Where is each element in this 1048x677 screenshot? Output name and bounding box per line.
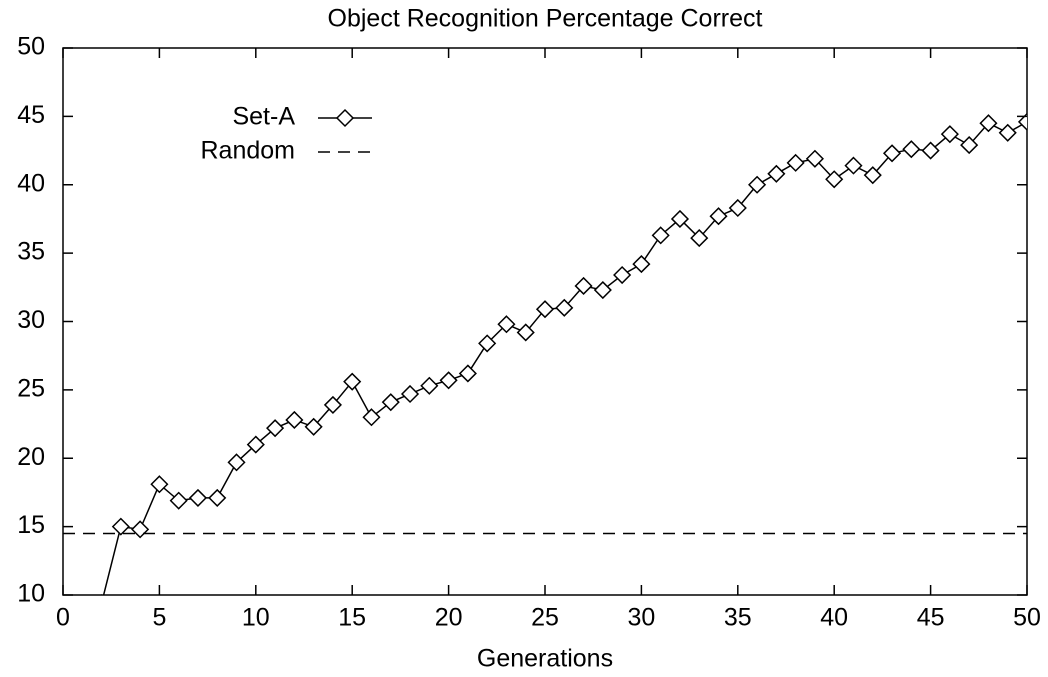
point-marker [882,144,902,163]
point-marker [940,125,959,144]
point-marker [651,226,670,245]
point-marker [998,123,1017,142]
x-tick-label: 30 [627,604,655,632]
x-tick-label: 10 [242,604,270,632]
y-tick-label: 35 [17,238,45,266]
point-marker [420,376,439,395]
point-marker [979,114,998,133]
y-tick-label: 30 [17,306,45,334]
point-marker [1017,112,1027,131]
point-marker [458,364,477,383]
y-tick-label: 20 [17,443,45,471]
x-tick-label: 40 [820,604,848,632]
point-marker [400,384,420,404]
series-line [102,121,1027,595]
y-tick-label: 50 [17,33,45,61]
point-marker [613,265,632,285]
point-marker [227,453,246,472]
point-marker [111,517,130,536]
point-marker [246,435,265,454]
point-marker [439,371,458,390]
chart-title: Object Recognition Percentage Correct [328,5,763,33]
point-marker [748,175,767,194]
point-marker [593,280,612,300]
point-marker [767,164,786,183]
point-marker [131,520,150,539]
point-marker [304,417,323,436]
point-marker [632,255,651,274]
point-marker [709,207,728,226]
plot-border [62,47,1028,596]
x-tick-label: 20 [435,604,463,632]
point-marker [960,136,979,155]
x-tick-label: 25 [531,604,559,632]
y-tick-label: 25 [17,374,45,402]
point-marker [343,372,362,391]
legend-label: Set-A [232,103,295,131]
x-tick-label: 0 [56,604,70,632]
x-tick-label: 5 [152,604,166,632]
y-tick-label: 10 [17,580,45,608]
legend-marker [335,108,355,128]
point-marker [266,419,285,438]
point-marker [555,298,574,317]
point-marker [690,229,709,248]
point-marker [362,408,381,427]
point-marker [863,166,882,185]
legend-label: Random [201,137,296,165]
point-marker [100,594,103,595]
point-marker [208,488,227,507]
point-marker [805,149,824,168]
point-marker [902,140,921,159]
x-tick-label: 45 [917,604,945,632]
point-marker [921,141,940,160]
x-tick-label: 15 [338,604,366,632]
point-marker [497,315,516,334]
point-marker [516,323,535,342]
point-marker [323,395,342,414]
point-marker [285,410,304,430]
point-marker [381,393,400,412]
point-marker [478,334,497,353]
x-axis-label: Generations [477,645,613,673]
plot-area [63,112,1027,595]
point-marker [188,488,208,507]
point-marker [574,276,593,296]
point-marker [844,156,863,175]
point-marker [786,153,805,172]
point-marker [728,198,747,218]
x-tick-label: 35 [724,604,752,632]
point-marker [150,475,169,494]
y-tick-label: 45 [17,101,45,129]
point-marker [535,300,555,319]
point-marker [670,209,690,228]
y-tick-label: 15 [17,511,45,539]
point-marker [169,491,188,510]
y-tick-label: 40 [17,169,45,197]
point-marker [825,170,844,189]
x-tick-label: 50 [1013,604,1041,632]
